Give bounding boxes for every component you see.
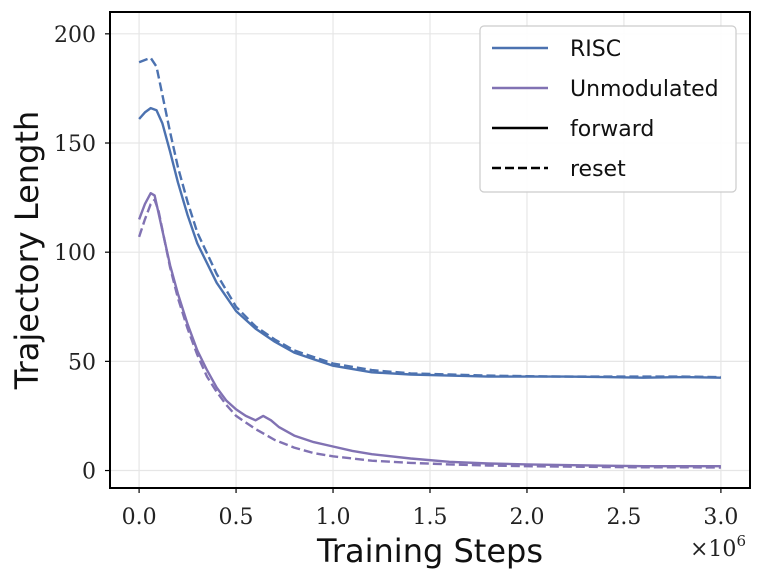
x-tick-label: 2.0 (509, 505, 544, 530)
y-tick-label: 150 (54, 132, 96, 157)
x-tick-label: 0.0 (122, 505, 157, 530)
x-scale-multiplier: ×106 (690, 532, 746, 562)
y-axis-title: Trajectory Length (8, 111, 46, 391)
legend-label-risc: RISC (570, 37, 621, 62)
y-tick-label: 100 (54, 241, 96, 266)
y-tick-label: 200 (54, 23, 96, 48)
y-tick-label: 0 (82, 460, 96, 485)
legend-box (479, 25, 737, 193)
y-tick-label: 50 (68, 350, 96, 375)
x-tick-label: 1.0 (316, 505, 351, 530)
series-line-unmodulated-reset (137, 198, 721, 469)
legend-label-unmodulated: Unmodulated (570, 77, 719, 102)
series-line-risc-reset (138, 56, 721, 379)
ticks: 0.0 0.5 1.0 1.5 2.0 2.5 3.0 0 50 100 150 200 (54, 23, 738, 530)
x-tick-label: 0.5 (219, 505, 254, 530)
x-scale-exponent: 6 (736, 532, 746, 550)
legend-label-forward: forward (570, 117, 654, 142)
x-axis-title: Training Steps (316, 532, 543, 570)
series-group (137, 56, 721, 469)
legend-label-reset: reset (570, 157, 626, 182)
legend: RISC Unmodulated forward reset (479, 25, 737, 193)
x-tick-label: 3.0 (703, 505, 738, 530)
x-tick-label: 1.5 (413, 505, 448, 530)
x-scale-base: ×10 (690, 537, 736, 562)
series-line-unmodulated-forward (137, 191, 721, 468)
x-tick-label: 2.5 (606, 505, 641, 530)
